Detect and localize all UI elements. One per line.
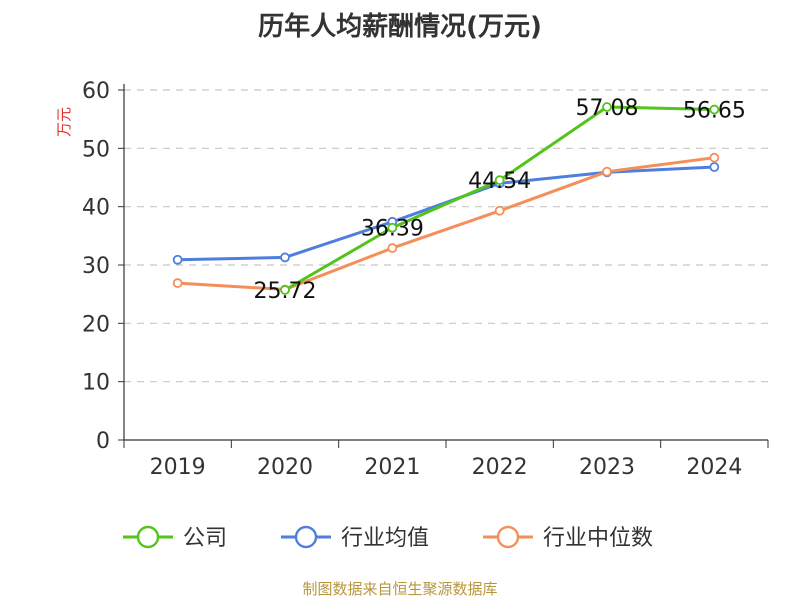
x-tick-label: 2021	[364, 455, 420, 480]
data-label: 44.54	[468, 169, 531, 194]
y-tick-label: 10	[82, 371, 110, 396]
legend-label: 行业均值	[341, 526, 429, 551]
data-point	[602, 166, 612, 177]
x-tick-label: 2022	[472, 455, 528, 480]
y-tick-label: 20	[82, 312, 110, 337]
y-tick-label: 30	[82, 254, 110, 279]
legend-marker	[136, 525, 160, 549]
legend-label: 行业中位数	[543, 526, 653, 551]
chart-title: 历年人均薪酬情况(万元)	[258, 12, 542, 42]
data-point	[280, 252, 290, 263]
data-point	[172, 254, 183, 265]
legend-label: 公司	[183, 526, 227, 551]
data-point	[494, 175, 505, 186]
y-tick-label: 40	[82, 196, 110, 221]
data-label: 25.72	[254, 279, 317, 304]
x-tick-label: 2019	[150, 455, 206, 480]
x-tick-label: 2020	[257, 455, 313, 480]
data-label: 36.39	[361, 217, 424, 242]
data-label: 56.65	[683, 99, 746, 124]
y-tick-label: 0	[96, 429, 110, 454]
data-point	[387, 222, 398, 233]
data-point	[387, 243, 398, 253]
data-point	[602, 102, 612, 112]
x-tick-label: 2023	[579, 455, 635, 480]
data-label: 57.08	[576, 96, 639, 121]
data-point	[709, 104, 720, 115]
data-point	[172, 278, 183, 288]
legend-marker	[496, 525, 520, 549]
source-note: 制图数据来自恒生聚源数据库	[302, 580, 498, 598]
data-point	[709, 152, 720, 163]
series-line	[284, 105, 715, 292]
series-line	[177, 156, 715, 291]
y-tick-label: 60	[82, 79, 110, 104]
y-tick-label: 50	[82, 137, 110, 162]
data-point	[494, 205, 505, 216]
data-point	[709, 162, 720, 172]
series-line	[177, 165, 715, 262]
x-tick-label: 2024	[686, 455, 742, 480]
legend-marker	[294, 525, 318, 549]
data-point	[280, 285, 290, 295]
y-axis-label: 万元	[55, 107, 73, 137]
